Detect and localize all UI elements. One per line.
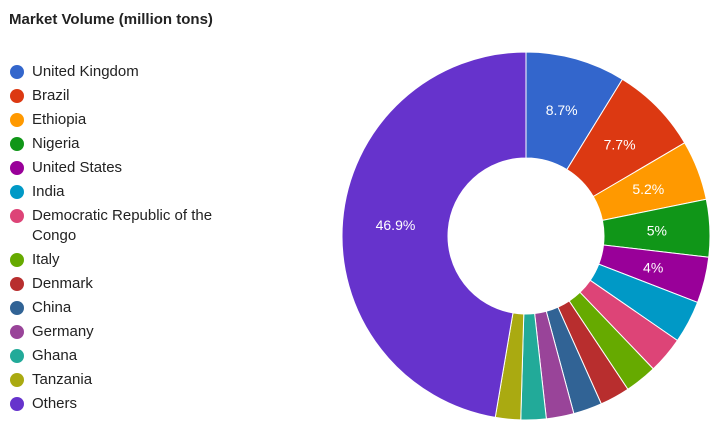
legend-item[interactable]: Ghana bbox=[10, 346, 240, 366]
legend-item[interactable]: India bbox=[10, 182, 240, 202]
legend-item[interactable]: Denmark bbox=[10, 274, 240, 294]
legend-swatch bbox=[10, 113, 24, 127]
legend-label: Denmark bbox=[32, 275, 93, 292]
legend-label: China bbox=[32, 299, 72, 316]
legend-item[interactable]: Germany bbox=[10, 322, 240, 342]
legend-label: Brazil bbox=[32, 87, 70, 104]
legend-label: Italy bbox=[32, 251, 60, 268]
slice-label: 8.7% bbox=[546, 102, 578, 118]
slice-label: 7.7% bbox=[604, 136, 636, 152]
legend-label: India bbox=[32, 183, 65, 200]
legend-item[interactable]: United Kingdom bbox=[10, 62, 240, 82]
legend-item[interactable]: Nigeria bbox=[10, 134, 240, 154]
legend-label: Democratic Republic of the Congo bbox=[32, 207, 213, 244]
legend-swatch bbox=[10, 185, 24, 199]
legend-label: Nigeria bbox=[32, 135, 80, 152]
legend-swatch bbox=[10, 373, 24, 387]
legend-swatch bbox=[10, 301, 24, 315]
slice-label: 5.2% bbox=[632, 181, 664, 197]
slice-label: 4% bbox=[643, 259, 663, 275]
legend-item[interactable]: Italy bbox=[10, 250, 240, 270]
legend-swatch bbox=[10, 65, 24, 79]
legend-item[interactable]: Others bbox=[10, 394, 240, 414]
legend-item[interactable]: United States bbox=[10, 158, 240, 178]
legend-swatch bbox=[10, 161, 24, 175]
legend-item[interactable]: Democratic Republic of the Congo bbox=[10, 206, 240, 246]
legend-swatch bbox=[10, 349, 24, 363]
legend-swatch bbox=[10, 209, 24, 223]
legend-label: Germany bbox=[32, 323, 94, 340]
legend-item[interactable]: Tanzania bbox=[10, 370, 240, 390]
legend-item[interactable]: Ethiopia bbox=[10, 110, 240, 130]
legend-label: United States bbox=[32, 159, 123, 176]
slice-label: 46.9% bbox=[376, 217, 416, 233]
legend-label: Ethiopia bbox=[32, 111, 87, 128]
legend-label: Others bbox=[32, 395, 78, 412]
legend-swatch bbox=[10, 397, 24, 411]
legend-swatch bbox=[10, 253, 24, 267]
chart-title: Market Volume (million tons) bbox=[9, 11, 213, 28]
legend: United Kingdom Brazil Ethiopia Nigeria Unite… bbox=[10, 62, 240, 418]
legend-swatch bbox=[10, 277, 24, 291]
legend-swatch bbox=[10, 325, 24, 339]
legend-label: Tanzania bbox=[32, 371, 93, 388]
legend-item[interactable]: Brazil bbox=[10, 86, 240, 106]
legend-label: Ghana bbox=[32, 347, 78, 364]
legend-swatch bbox=[10, 89, 24, 103]
slice-label: 5% bbox=[647, 222, 667, 238]
legend-label: United Kingdom bbox=[32, 63, 139, 80]
legend-swatch bbox=[10, 137, 24, 151]
donut-slice[interactable] bbox=[341, 51, 527, 418]
legend-item[interactable]: China bbox=[10, 298, 240, 318]
